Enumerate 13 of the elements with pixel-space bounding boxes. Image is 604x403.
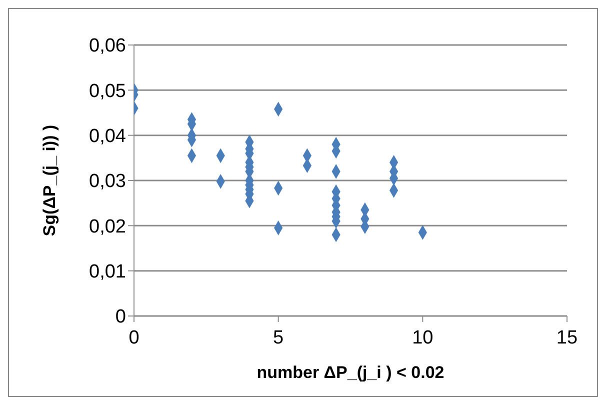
y-tick-label: 0,03 bbox=[89, 171, 126, 192]
x-tick-label: 5 bbox=[273, 327, 284, 348]
x-tick-label: 10 bbox=[412, 327, 434, 348]
y-tick-label: 0,04 bbox=[89, 126, 126, 148]
x-axis-title: number ΔP_(j_i ) < 0.02 bbox=[256, 363, 444, 382]
x-tick-label: 0 bbox=[128, 327, 140, 348]
y-tick-label: 0,06 bbox=[89, 36, 126, 57]
x-tick-label: 15 bbox=[556, 327, 578, 348]
y-tick-label: 0 bbox=[115, 306, 126, 328]
y-tick-label: 0,02 bbox=[89, 216, 126, 238]
y-tick-label: 0,01 bbox=[89, 262, 126, 283]
y-tick-label: 0,05 bbox=[89, 80, 126, 102]
y-axis-title: Sg(ΔP_(j_ i)) ) bbox=[40, 124, 60, 236]
